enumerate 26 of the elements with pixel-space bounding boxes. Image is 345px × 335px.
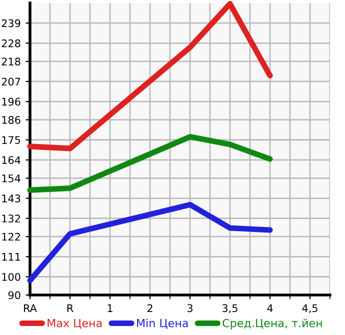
x-tick-label: 3 bbox=[187, 304, 192, 312]
y-tick-label: 218 bbox=[2, 58, 20, 66]
y-tick-label: 100 bbox=[2, 272, 20, 281]
legend-label: Max Цена bbox=[48, 319, 102, 329]
legend-label: Min Цена bbox=[137, 318, 188, 329]
x-tick-label: R bbox=[67, 304, 74, 312]
y-tick-label: 228 bbox=[2, 39, 20, 48]
y-tick-label: 90 bbox=[8, 291, 20, 300]
x-tick-label: 4 bbox=[267, 304, 273, 312]
y-tick-label: 154 bbox=[2, 174, 20, 182]
x-tick-label: 1 bbox=[108, 304, 112, 312]
legend-label: Сред.Цена, т.йен bbox=[222, 318, 322, 330]
y-tick-label: 239 bbox=[2, 19, 20, 28]
x-tick-label: 4,5 bbox=[302, 304, 318, 314]
y-tick-label: 132 bbox=[2, 214, 20, 222]
y-tick-label: 175 bbox=[2, 136, 20, 144]
y-tick-label: 207 bbox=[2, 78, 20, 86]
y-tick-label: 122 bbox=[2, 232, 20, 241]
x-tick-label: RA bbox=[24, 304, 37, 312]
y-tick-label: 111 bbox=[2, 253, 20, 261]
y-tick-label: 196 bbox=[2, 98, 20, 106]
x-tick-label: 3,5 bbox=[222, 304, 238, 314]
x-tick-label: 2 bbox=[147, 304, 152, 312]
y-tick-label: 143 bbox=[2, 194, 20, 202]
y-tick-label: 186 bbox=[2, 116, 20, 124]
y-tick-label: 164 bbox=[2, 156, 20, 164]
